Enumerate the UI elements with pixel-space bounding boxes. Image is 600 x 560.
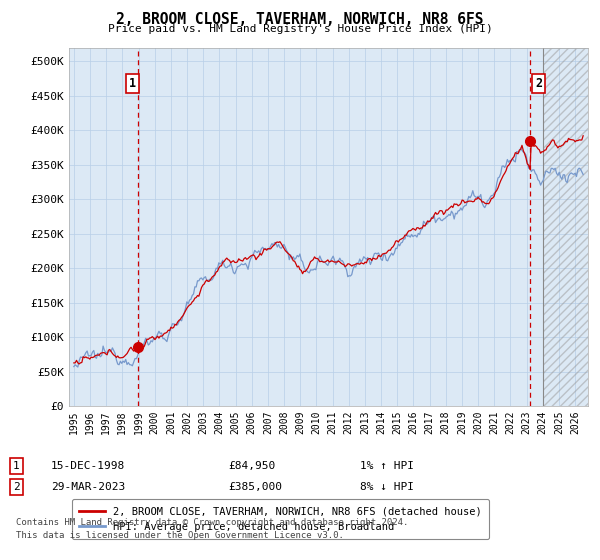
Text: £84,950: £84,950 bbox=[228, 461, 275, 471]
Text: 1: 1 bbox=[128, 77, 136, 90]
Text: 15-DEC-1998: 15-DEC-1998 bbox=[51, 461, 125, 471]
Text: 1: 1 bbox=[13, 461, 20, 471]
Text: 2, BROOM CLOSE, TAVERHAM, NORWICH, NR8 6FS: 2, BROOM CLOSE, TAVERHAM, NORWICH, NR8 6… bbox=[116, 12, 484, 27]
Legend: 2, BROOM CLOSE, TAVERHAM, NORWICH, NR8 6FS (detached house), HPI: Average price,: 2, BROOM CLOSE, TAVERHAM, NORWICH, NR8 6… bbox=[71, 499, 490, 539]
Text: £385,000: £385,000 bbox=[228, 482, 282, 492]
Text: 8% ↓ HPI: 8% ↓ HPI bbox=[360, 482, 414, 492]
Text: Contains HM Land Registry data © Crown copyright and database right 2024.
This d: Contains HM Land Registry data © Crown c… bbox=[16, 519, 409, 540]
Text: Price paid vs. HM Land Registry's House Price Index (HPI): Price paid vs. HM Land Registry's House … bbox=[107, 24, 493, 34]
Bar bbox=[543, 48, 588, 406]
Text: 2: 2 bbox=[13, 482, 20, 492]
Text: 1% ↑ HPI: 1% ↑ HPI bbox=[360, 461, 414, 471]
Text: 29-MAR-2023: 29-MAR-2023 bbox=[51, 482, 125, 492]
Text: 2: 2 bbox=[535, 77, 542, 90]
Bar bbox=[543, 48, 588, 406]
